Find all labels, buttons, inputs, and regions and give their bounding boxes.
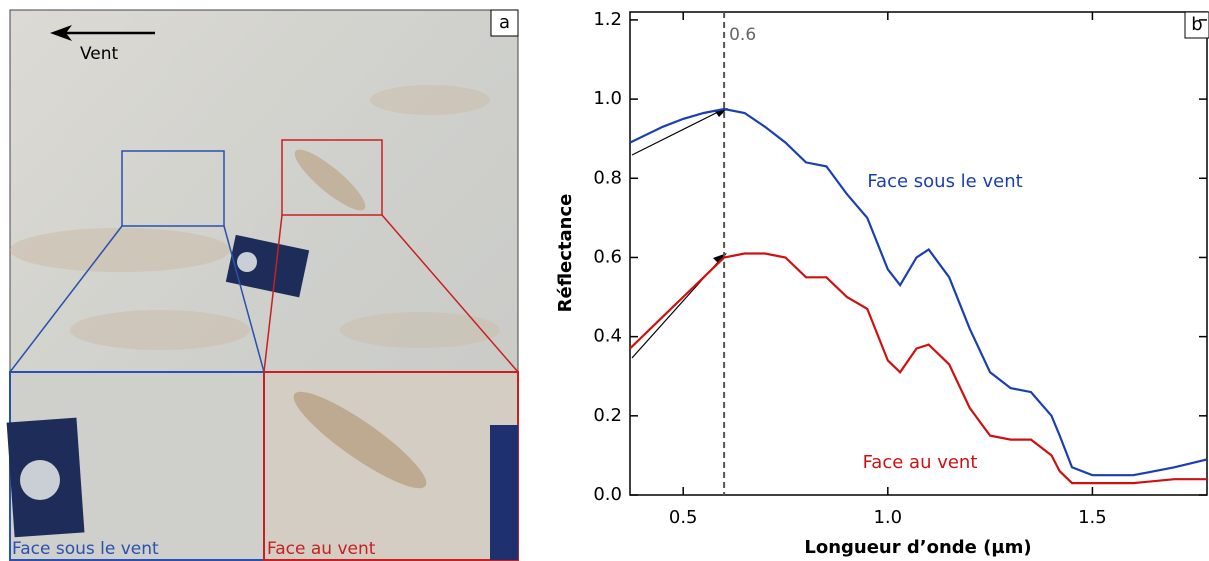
y-tick-label: 0.0 (593, 484, 622, 505)
wind-label: Vent (80, 44, 119, 64)
ripple (340, 312, 500, 348)
ripple (370, 85, 490, 115)
ripple (70, 310, 250, 350)
panel-label: a (499, 12, 510, 33)
y-tick-label: 1.2 (593, 9, 622, 30)
card (490, 425, 518, 560)
x-tick-label: 0.5 (669, 507, 698, 528)
y-tick-label: 1.0 (593, 88, 622, 109)
ripple (294, 149, 366, 211)
y-tick-label: 0.2 (593, 405, 622, 426)
zoom-lines-left (9, 225, 265, 373)
ripple (10, 228, 230, 272)
inset-label: Face sous le vent (12, 539, 159, 559)
zoom-box-right (281, 139, 383, 216)
panel-label-box (1184, 11, 1209, 39)
y-tick-label: 0.6 (593, 246, 622, 267)
zoom-lines-right (263, 214, 519, 373)
y-tick-label: 0.8 (593, 167, 622, 188)
plot-frame (629, 11, 1208, 496)
reference-label: 0.6 (729, 25, 756, 45)
card-hole (237, 252, 257, 272)
chart: Longueur d’onde (µm) Réflectance b 0.0 0.… (555, 9, 1209, 558)
series-line (629, 107, 1208, 477)
series-label: Face au vent (863, 452, 978, 473)
y-axis-title: Réflectance (555, 194, 576, 313)
inset-label: Face au vent (267, 539, 376, 559)
series-line (629, 252, 1207, 485)
panel-label: b (1191, 14, 1202, 35)
card (225, 234, 310, 298)
wind-arrowhead (50, 25, 72, 41)
photo-panel: Vent a Face sous le vent Face au vent (6, 9, 519, 561)
zoom-box-left (121, 150, 225, 227)
panel-label-box (490, 9, 519, 37)
x-tick-label: 1.5 (1078, 507, 1107, 528)
card-hole (20, 460, 60, 500)
x-axis-title: Longueur d’onde (µm) (804, 537, 1031, 558)
x-tick-label: 1.0 (873, 507, 902, 528)
series-label: Face sous le vent (867, 171, 1022, 192)
y-tick-label: 0.4 (593, 326, 622, 347)
annotation-arrow (631, 111, 719, 156)
ripple (293, 391, 427, 489)
